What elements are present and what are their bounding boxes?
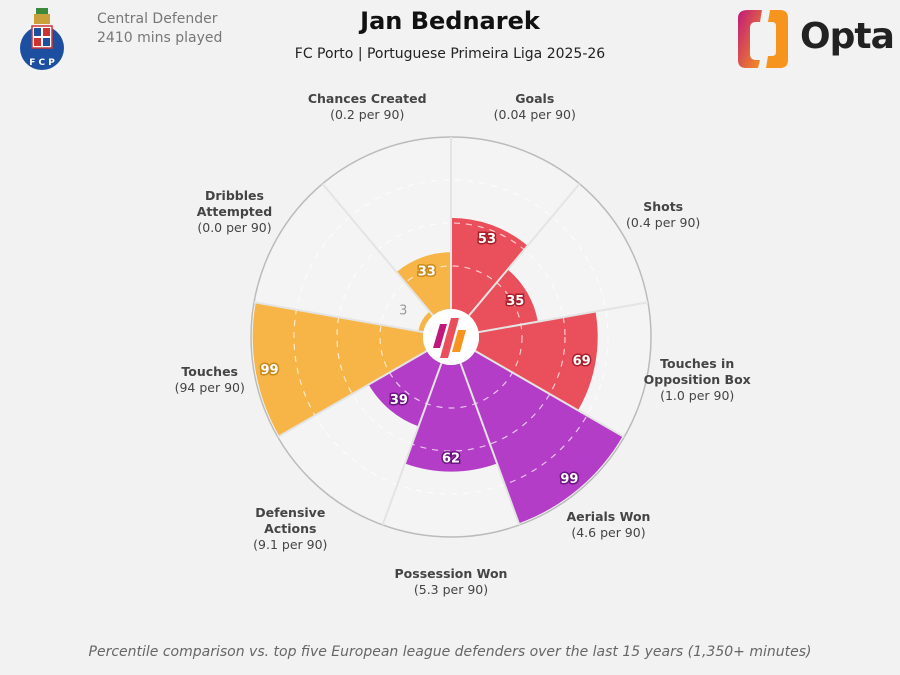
wedge-possession-won bbox=[404, 363, 498, 472]
opta-brand-text: Opta bbox=[800, 16, 895, 57]
spoke bbox=[468, 183, 581, 317]
category-name: Dribbles Attempted bbox=[196, 188, 273, 219]
category-name: Touches bbox=[181, 363, 239, 379]
opta-logo-icon bbox=[738, 10, 788, 68]
wedge-shots bbox=[468, 269, 538, 333]
spoke bbox=[381, 362, 443, 526]
fc-porto-crest: F C P bbox=[20, 8, 64, 70]
wedge-chances-created bbox=[396, 252, 451, 316]
category-name: Goals bbox=[515, 90, 555, 106]
value-label: 3 bbox=[399, 303, 407, 318]
category-label: Chances Created (0.2 per 90) bbox=[282, 91, 452, 123]
wedge-touches-in-opposition-box bbox=[475, 311, 598, 411]
category-label: Touches (94 per 90) bbox=[125, 364, 295, 396]
value-label: 99 bbox=[260, 363, 278, 378]
spoke bbox=[478, 301, 649, 334]
value-label: 35 bbox=[506, 294, 524, 309]
category-name: Aerials Won bbox=[566, 508, 651, 524]
category-name: Defensive Actions bbox=[255, 504, 326, 536]
category-label: Dribbles Attempted (0.0 per 90) bbox=[149, 188, 319, 236]
category-label: Aerials Won (4.6 per 90) bbox=[523, 509, 693, 541]
crest-lettering: F C P bbox=[29, 58, 55, 68]
category-name: Touches in Opposition Box bbox=[643, 356, 751, 388]
gridline-50 bbox=[336, 222, 566, 452]
category-per90: (0.4 per 90) bbox=[626, 214, 701, 230]
category-name: Possession Won bbox=[394, 566, 508, 581]
page-title: Jan Bednarek bbox=[360, 7, 540, 35]
category-per90: (4.6 per 90) bbox=[571, 524, 646, 540]
gridline-25 bbox=[379, 265, 523, 409]
spoke bbox=[474, 350, 625, 438]
value-label: 53 bbox=[478, 232, 496, 247]
wedge-defensive-actions bbox=[368, 351, 442, 427]
spoke bbox=[321, 183, 434, 317]
category-name: Shots bbox=[643, 198, 684, 214]
value-label: 33 bbox=[418, 265, 436, 280]
category-label: Shots (0.4 per 90) bbox=[578, 199, 748, 231]
page-subtitle: FC Porto | Portuguese Primeira Liga 2025… bbox=[294, 46, 606, 62]
category-per90: (94 per 90) bbox=[174, 379, 245, 395]
category-per90: (0.04 per 90) bbox=[493, 106, 576, 122]
value-label: 62 bbox=[442, 452, 460, 467]
category-label: Possession Won (5.3 per 90) bbox=[366, 566, 536, 598]
category-per90: (9.1 per 90) bbox=[253, 536, 328, 552]
value-label: 99 bbox=[560, 472, 578, 487]
player-role-info: Central Defender 2410 mins played bbox=[97, 10, 222, 48]
wedge-touches bbox=[252, 302, 427, 437]
category-per90: (0.2 per 90) bbox=[330, 106, 405, 122]
category-per90: (5.3 per 90) bbox=[413, 582, 489, 597]
footer-note: Percentile comparison vs. top five Europ… bbox=[88, 644, 812, 660]
spoke bbox=[277, 350, 428, 438]
player-position: Central Defender bbox=[97, 11, 218, 27]
gridline-75 bbox=[293, 179, 609, 495]
minutes-played: 2410 mins played bbox=[97, 30, 223, 46]
wedge-aerials-won bbox=[460, 351, 623, 524]
center-logo-icon bbox=[423, 309, 479, 365]
category-per90: (0.0 per 90) bbox=[197, 220, 272, 235]
spoke bbox=[253, 301, 424, 334]
category-label: Touches in Opposition Box (1.0 per 90) bbox=[612, 356, 782, 404]
category-label: Defensive Actions (9.1 per 90) bbox=[205, 505, 375, 553]
category-name: Chances Created bbox=[307, 90, 427, 106]
spoke bbox=[459, 362, 521, 526]
wedge-dribbles-attempted bbox=[418, 311, 434, 333]
value-label: 69 bbox=[573, 354, 591, 369]
category-label: Goals (0.04 per 90) bbox=[450, 91, 620, 123]
wedge-goals bbox=[451, 217, 528, 316]
category-per90: (1.0 per 90) bbox=[660, 388, 735, 404]
value-label: 39 bbox=[390, 393, 408, 408]
